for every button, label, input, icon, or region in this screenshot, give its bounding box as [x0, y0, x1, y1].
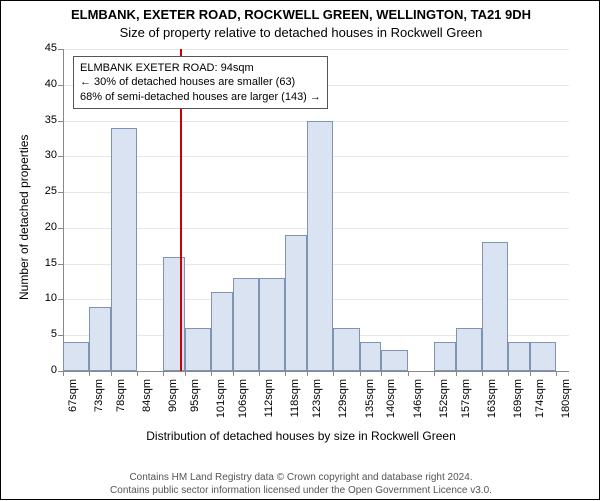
- y-tick-label: 20: [33, 221, 57, 233]
- x-tick: [456, 371, 457, 376]
- y-tick-label: 0: [33, 364, 57, 376]
- x-tick: [381, 371, 382, 376]
- histogram-bar: [63, 342, 89, 371]
- histogram-bar: [434, 342, 456, 371]
- histogram-bar: [381, 350, 407, 371]
- x-tick-label: 106sqm: [237, 379, 249, 421]
- x-tick-label: 140sqm: [385, 379, 397, 421]
- x-tick-label: 84sqm: [141, 379, 153, 421]
- x-tick-label: 152sqm: [438, 379, 450, 421]
- legend-box: ELMBANK EXETER ROAD: 94sqm ← 30% of deta…: [73, 56, 328, 109]
- x-tick: [530, 371, 531, 376]
- x-tick-label: 174sqm: [534, 379, 546, 421]
- histogram-bar: [163, 257, 185, 371]
- y-tick-label: 35: [33, 114, 57, 126]
- histogram-bar: [530, 342, 556, 371]
- histogram-bar: [185, 328, 211, 371]
- y-tick-label: 30: [33, 149, 57, 161]
- y-tick-label: 45: [33, 42, 57, 54]
- y-tick-label: 5: [33, 328, 57, 340]
- legend-line1: ELMBANK EXETER ROAD: 94sqm: [80, 61, 321, 75]
- y-tick-label: 15: [33, 257, 57, 269]
- footer-line1: Contains HM Land Registry data © Crown c…: [1, 472, 600, 485]
- x-tick: [508, 371, 509, 376]
- histogram-bar: [456, 328, 482, 371]
- chart-container: ELMBANK, EXETER ROAD, ROCKWELL GREEN, WE…: [1, 1, 600, 501]
- y-axis-label: Number of detached properties: [17, 135, 31, 300]
- histogram-bar: [259, 278, 285, 371]
- histogram-bar: [360, 342, 382, 371]
- x-tick: [333, 371, 334, 376]
- x-tick: [307, 371, 308, 376]
- x-tick: [360, 371, 361, 376]
- histogram-bar: [233, 278, 259, 371]
- x-tick-label: 123sqm: [311, 379, 323, 421]
- histogram-bar: [307, 121, 333, 371]
- x-tick-label: 180sqm: [560, 379, 572, 421]
- histogram-bar: [111, 128, 137, 371]
- x-tick: [556, 371, 557, 376]
- x-tick: [259, 371, 260, 376]
- x-tick-label: 67sqm: [67, 379, 79, 421]
- y-tick-label: 10: [33, 292, 57, 304]
- chart-footer: Contains HM Land Registry data © Crown c…: [1, 472, 600, 497]
- histogram-bar: [508, 342, 530, 371]
- histogram-bar: [211, 292, 233, 371]
- chart-title-line2: Size of property relative to detached ho…: [1, 25, 600, 40]
- histogram-bar: [89, 307, 111, 371]
- x-axis-label: Distribution of detached houses by size …: [1, 429, 600, 443]
- x-tick-label: 146sqm: [412, 379, 424, 421]
- x-tick: [185, 371, 186, 376]
- x-tick-label: 157sqm: [460, 379, 472, 421]
- x-tick-label: 135sqm: [364, 379, 376, 421]
- x-tick: [211, 371, 212, 376]
- x-tick: [137, 371, 138, 376]
- y-tick-label: 25: [33, 185, 57, 197]
- histogram-bar: [482, 242, 508, 371]
- x-tick-label: 163sqm: [486, 379, 498, 421]
- legend-line3: 68% of semi-detached houses are larger (…: [80, 90, 321, 104]
- x-tick-label: 129sqm: [337, 379, 349, 421]
- x-tick: [63, 371, 64, 376]
- legend-line2: ← 30% of detached houses are smaller (63…: [80, 75, 321, 89]
- x-tick: [163, 371, 164, 376]
- x-tick-label: 78sqm: [115, 379, 127, 421]
- x-tick-label: 169sqm: [512, 379, 524, 421]
- histogram-bar: [285, 235, 307, 371]
- x-tick: [89, 371, 90, 376]
- x-tick-label: 112sqm: [263, 379, 275, 421]
- x-tick-label: 101sqm: [215, 379, 227, 421]
- x-tick-label: 90sqm: [167, 379, 179, 421]
- y-tick-label: 40: [33, 78, 57, 90]
- chart-title-line1: ELMBANK, EXETER ROAD, ROCKWELL GREEN, WE…: [1, 7, 600, 22]
- y-axis-line: [63, 49, 64, 371]
- histogram-bar: [333, 328, 359, 371]
- x-tick: [482, 371, 483, 376]
- x-tick-label: 95sqm: [189, 379, 201, 421]
- x-tick: [233, 371, 234, 376]
- gridline: [63, 49, 569, 50]
- x-tick: [285, 371, 286, 376]
- footer-line2: Contains public sector information licen…: [1, 485, 600, 498]
- x-tick: [434, 371, 435, 376]
- x-tick: [111, 371, 112, 376]
- x-tick-label: 118sqm: [289, 379, 301, 421]
- x-axis-line: [63, 371, 569, 372]
- x-tick-label: 73sqm: [93, 379, 105, 421]
- x-tick: [408, 371, 409, 376]
